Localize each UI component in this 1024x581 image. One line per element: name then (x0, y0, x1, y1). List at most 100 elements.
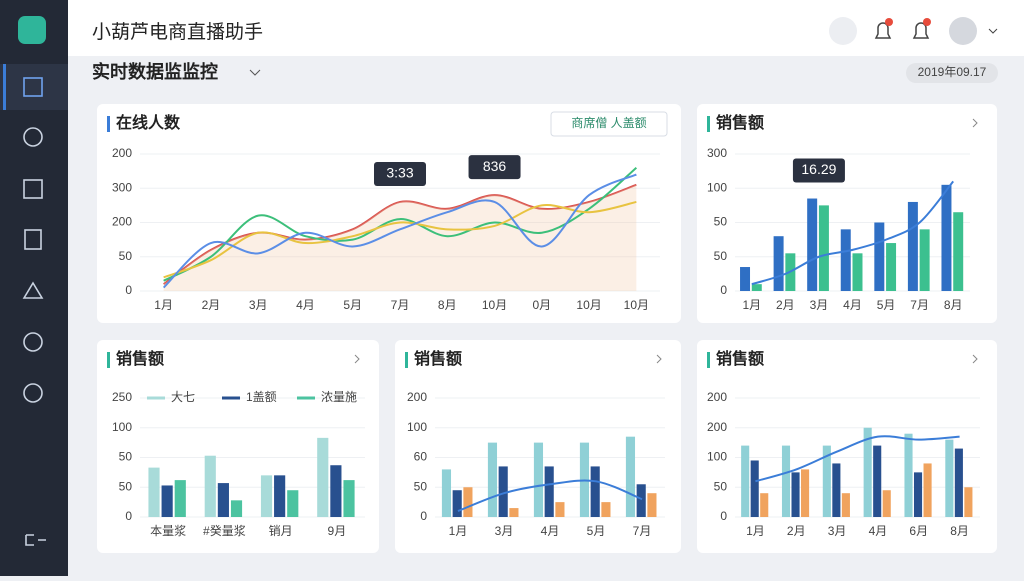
bar (919, 229, 930, 291)
bar (204, 455, 216, 517)
title-accent (707, 352, 710, 368)
bar (807, 198, 818, 291)
nav-clock[interactable] (23, 127, 43, 147)
nav-logout[interactable] (25, 534, 46, 546)
bar (773, 236, 784, 291)
y-tick-label: 0 (720, 509, 727, 523)
avatar-caret[interactable] (988, 28, 998, 34)
nav-home[interactable] (22, 281, 44, 299)
x-tick-label: 10月 (482, 298, 507, 312)
bar (487, 442, 498, 517)
x-tick-label: 4月 (843, 298, 862, 312)
x-tick-label: 1月 (449, 524, 468, 538)
nav-indicator (3, 64, 6, 110)
nav-doc[interactable] (24, 229, 42, 250)
avatar[interactable] (949, 17, 977, 45)
y-tick-label: 200 (112, 215, 132, 229)
bar (636, 484, 646, 517)
y-tick-label: 100 (707, 450, 727, 464)
bar (533, 442, 544, 517)
y-tick-label: 0 (720, 283, 727, 297)
x-tick-label: 4月 (296, 298, 315, 312)
x-tick-label: 本量浆 (150, 523, 186, 538)
dropdown-caret[interactable] (249, 69, 261, 76)
line (162, 173, 637, 289)
bar (590, 466, 600, 517)
x-tick-label: 9月 (328, 524, 347, 538)
bar (217, 483, 229, 517)
bar (818, 205, 829, 291)
more-arrow[interactable] (656, 354, 662, 364)
bar (625, 436, 636, 517)
more-arrow[interactable] (354, 354, 360, 364)
app-title: 小葫芦电商直播助手 (92, 21, 263, 43)
bar (741, 445, 750, 517)
title-accent (107, 352, 110, 368)
bar (647, 493, 657, 517)
title-accent (405, 352, 408, 368)
line (163, 166, 638, 282)
x-tick-label: 1月 (154, 298, 173, 312)
y-tick-label: 60 (414, 450, 428, 464)
more-arrow[interactable] (972, 354, 978, 364)
nav-dashboard[interactable] (23, 77, 43, 97)
nav-settings[interactable] (23, 332, 43, 352)
x-tick-label: 8月 (950, 524, 969, 538)
y-tick-label: 200 (707, 420, 727, 434)
bar (841, 493, 850, 517)
y-tick-label: 300 (112, 180, 132, 194)
bar (330, 465, 342, 517)
x-tick-label: 6月 (909, 524, 928, 538)
legend-button-label: 商席僧 人盖额 (571, 115, 646, 130)
tooltip-label: 3:33 (386, 165, 413, 181)
icon-bell[interactable] (912, 22, 930, 39)
bar (832, 463, 841, 517)
bar (230, 500, 243, 517)
y-tick-label: 100 (707, 180, 727, 194)
bar (317, 437, 329, 517)
y-tick-label: 0 (125, 509, 132, 523)
x-tick-label: 10月 (576, 298, 601, 312)
bar (923, 463, 932, 517)
icon-bell[interactable] (874, 22, 892, 39)
y-tick-label: 100 (407, 420, 427, 434)
legend-button[interactable] (550, 111, 668, 137)
legend-label: 浓量施 (321, 390, 357, 404)
bar (555, 502, 565, 517)
icon-calendar[interactable] (829, 17, 857, 45)
x-tick-label: 销月 (269, 524, 293, 538)
bar (148, 467, 160, 517)
bar (740, 267, 751, 291)
x-tick-label: 2月 (202, 298, 221, 312)
nav-grid[interactable] (23, 179, 43, 199)
date-pill (906, 63, 998, 83)
y-tick-label: 50 (714, 215, 728, 229)
x-tick-label: 2月 (787, 524, 806, 538)
y-tick-label: 200 (112, 146, 132, 160)
area (163, 184, 637, 291)
logo (18, 16, 46, 44)
bar (161, 485, 173, 517)
x-tick-label: 1月 (742, 298, 761, 312)
nav-alerts[interactable] (23, 383, 43, 403)
bar (954, 448, 963, 517)
nav-active[interactable] (0, 64, 68, 110)
bar (953, 212, 964, 291)
bar (174, 480, 186, 517)
y-tick-label: 50 (714, 479, 728, 493)
more-arrow[interactable] (972, 118, 978, 128)
panel-title: 销售额 (716, 349, 764, 368)
bar (274, 475, 286, 517)
bar (873, 445, 882, 517)
y-tick-label: 50 (414, 479, 428, 493)
x-tick-label: #癸量浆 (203, 523, 246, 538)
bar (544, 466, 554, 517)
y-tick-label: 200 (407, 390, 427, 404)
x-tick-label: 2月 (776, 298, 795, 312)
bar (601, 502, 611, 517)
bar (822, 445, 831, 517)
bar (287, 490, 299, 517)
bar (964, 487, 973, 517)
